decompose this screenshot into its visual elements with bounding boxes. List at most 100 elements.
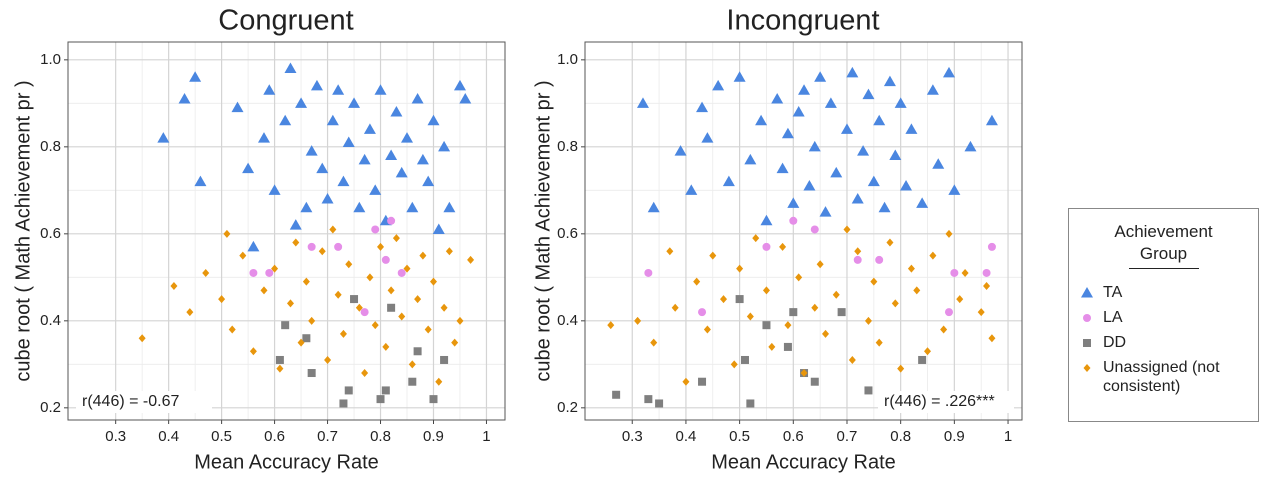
point-square <box>837 308 846 317</box>
point-circle <box>360 308 369 317</box>
point-diamond <box>848 355 856 364</box>
point-square <box>302 334 311 343</box>
point-diamond <box>408 360 416 369</box>
point-diamond <box>961 268 969 277</box>
point-diamond <box>940 325 948 334</box>
legend-label: LA <box>1103 309 1123 326</box>
point-circle <box>789 216 798 225</box>
point-diamond <box>913 286 921 295</box>
point-diamond <box>318 247 326 256</box>
point-triangle <box>916 197 929 208</box>
point-triangle <box>416 153 429 165</box>
legend-entry: TA <box>1079 283 1258 302</box>
panel-title: Incongruent <box>726 5 879 37</box>
point-circle <box>265 268 274 277</box>
point-diamond <box>334 290 342 299</box>
point-triangle <box>257 132 270 143</box>
point-triangle <box>305 145 318 156</box>
x-tick-label: 0.5 <box>729 428 750 445</box>
point-diamond <box>762 286 770 295</box>
point-triangle <box>760 214 773 226</box>
x-axis-label: Mean Accuracy Rate <box>711 451 896 473</box>
point-diamond <box>945 229 953 238</box>
point-diamond <box>779 242 787 251</box>
point-triangle <box>889 149 902 161</box>
point-circle <box>397 268 406 277</box>
point-diamond <box>703 325 711 334</box>
point-diamond <box>854 247 862 256</box>
point-diamond <box>271 264 279 273</box>
point-triangle <box>459 92 472 104</box>
legend-swatch <box>1081 287 1093 298</box>
point-circle <box>307 242 316 251</box>
point-circle <box>387 216 396 225</box>
point-triangle <box>792 106 805 117</box>
point-triangle <box>894 97 907 108</box>
plot-border <box>67 41 506 421</box>
point-square <box>735 295 744 304</box>
point-diamond <box>419 251 427 260</box>
point-triangle <box>755 114 768 126</box>
point-diamond <box>843 225 851 234</box>
point-triangle <box>189 71 202 82</box>
point-triangle <box>948 184 961 195</box>
point-triangle <box>279 114 292 126</box>
point-circle <box>371 225 380 234</box>
point-diamond <box>355 303 363 312</box>
point-diamond <box>345 260 353 269</box>
point-square <box>413 347 422 356</box>
point-triangle <box>427 114 440 126</box>
point-triangle <box>685 184 698 195</box>
panel-title: Congruent <box>218 5 353 37</box>
annotation-box <box>878 391 1014 413</box>
point-triangle <box>674 145 687 156</box>
point-triangle <box>808 140 821 152</box>
point-triangle <box>830 166 843 178</box>
point-triangle <box>932 158 945 169</box>
x-tick-label: 0.7 <box>837 428 858 445</box>
point-diamond <box>1083 364 1091 372</box>
point-diamond <box>382 342 390 351</box>
point-diamond <box>276 364 284 373</box>
point-triangle <box>819 206 832 217</box>
point-triangle <box>776 162 789 174</box>
legend-swatch <box>1083 364 1091 372</box>
point-triangle <box>803 179 816 191</box>
point-diamond <box>607 321 615 330</box>
point-circle <box>810 225 819 234</box>
point-square <box>783 342 792 351</box>
point-diamond <box>456 316 464 325</box>
point-circle <box>875 255 884 264</box>
point-triangle <box>712 79 725 91</box>
point-diamond <box>929 251 937 260</box>
x-tick-label: 0.3 <box>105 428 126 445</box>
point-diamond <box>387 286 395 295</box>
point-diamond <box>435 377 443 386</box>
point-square <box>740 355 749 364</box>
point-triangle <box>263 84 276 95</box>
x-tick-label: 0.9 <box>423 428 444 445</box>
point-square <box>789 308 798 317</box>
point-circle <box>249 268 258 277</box>
point-triangle <box>443 201 456 213</box>
point-square <box>429 395 438 404</box>
point-diamond <box>977 308 985 317</box>
point-diamond <box>202 268 210 277</box>
x-tick-label: 1 <box>482 428 490 445</box>
point-diamond <box>720 295 728 304</box>
point-diamond <box>832 290 840 299</box>
point-circle <box>644 268 653 277</box>
annotation: r(446) = .226*** <box>884 393 995 410</box>
x-tick-label: 0.5 <box>211 428 232 445</box>
legend: Achievement Group TA LA DD Unassigned (not … <box>1068 208 1259 422</box>
point-triangle <box>636 97 649 108</box>
legend-entry: Unassigned (not consistent) <box>1079 358 1258 396</box>
point-diamond <box>286 299 294 308</box>
point-circle <box>950 268 959 277</box>
point-square <box>644 395 653 404</box>
point-diamond <box>956 295 964 304</box>
y-tick-label: 1.0 <box>40 51 61 68</box>
point-diamond <box>988 334 996 343</box>
point-diamond <box>445 247 453 256</box>
point-diamond <box>361 369 369 378</box>
